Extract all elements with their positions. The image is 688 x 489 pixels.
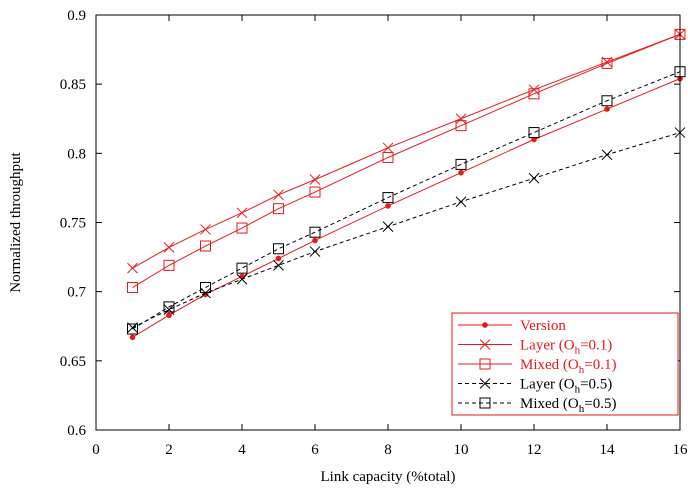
data-point <box>273 189 284 201</box>
data-point <box>309 226 321 238</box>
x-tick-label: 12 <box>527 442 542 458</box>
series-0 <box>129 75 683 341</box>
data-point <box>601 57 613 69</box>
legend-label: Version <box>520 318 566 334</box>
data-point <box>455 158 467 170</box>
data-point <box>385 203 391 209</box>
legend-label: Mixed (Oh=0.5) <box>520 396 616 415</box>
legend-marker <box>479 378 491 389</box>
data-point <box>382 142 394 154</box>
data-point <box>163 259 175 271</box>
data-point <box>528 172 540 184</box>
x-tick-label: 10 <box>454 442 469 458</box>
y-tick-label: 0.65 <box>60 354 86 370</box>
data-point <box>601 95 613 107</box>
data-point <box>528 127 540 139</box>
data-point <box>236 222 248 234</box>
data-point <box>200 224 211 235</box>
data-point <box>309 174 321 185</box>
data-point <box>604 106 610 112</box>
series-4 <box>127 66 686 335</box>
data-point <box>236 262 248 274</box>
data-point <box>528 88 540 100</box>
y-tick-label: 0.85 <box>60 77 86 93</box>
series-line <box>132 33 681 269</box>
y-tick-label: 0.9 <box>67 8 86 24</box>
data-point <box>455 196 467 208</box>
data-point <box>236 273 248 285</box>
data-point <box>601 149 613 161</box>
legend: Version Layer (Oh=0.1)Mixed (Oh=0.1)Layer… <box>451 312 679 416</box>
data-point <box>200 282 211 294</box>
x-tick-label: 16 <box>673 442 688 458</box>
y-tick-label: 0.7 <box>67 285 86 301</box>
data-point <box>309 186 321 198</box>
x-tick-label: 2 <box>165 442 173 458</box>
y-axis-title: Normalized throughput <box>8 151 24 292</box>
data-point <box>166 312 172 318</box>
data-point <box>273 203 284 215</box>
legend-label: Layer (Oh=0.5) <box>520 377 612 396</box>
data-point <box>273 260 284 271</box>
data-point <box>531 136 537 143</box>
x-tick-label: 6 <box>311 442 319 458</box>
data-point <box>200 240 211 252</box>
data-point <box>127 282 138 294</box>
data-point <box>309 246 321 257</box>
series-line <box>132 78 681 338</box>
plot-area-frame <box>95 14 681 431</box>
data-point <box>163 301 175 313</box>
tick-labels: 0 2 4 6 8 10 12 14 16 0.6 0.65 0.7 0.75 0.8 0.85 0.9 <box>60 8 688 458</box>
data-point <box>275 255 282 262</box>
data-point <box>127 323 138 335</box>
x-tick-label: 4 <box>238 442 246 458</box>
data-point <box>129 334 136 341</box>
data-point <box>382 192 394 204</box>
series-3 <box>127 127 686 333</box>
data-point <box>455 113 467 125</box>
series-line <box>132 71 681 330</box>
data-point <box>528 84 540 96</box>
legend-marker <box>479 358 491 370</box>
data-point <box>458 169 464 176</box>
legend-marker <box>479 339 491 350</box>
series-2 <box>127 28 686 294</box>
legend-label: Mixed (Oh=0.1) <box>520 357 616 376</box>
data-point <box>273 243 284 255</box>
series-lines <box>127 28 686 341</box>
data-point <box>382 151 394 163</box>
x-tick-label: 0 <box>92 442 100 458</box>
data-point <box>236 207 248 219</box>
y-tick-label: 0.75 <box>60 216 86 232</box>
legend-marker <box>482 322 488 328</box>
legend-marker <box>479 397 491 409</box>
data-point <box>312 237 318 244</box>
legend-label: Layer (Oh=0.1) <box>520 338 612 357</box>
x-tick-label: 14 <box>600 442 616 458</box>
data-point <box>382 221 394 233</box>
data-point <box>127 262 138 274</box>
y-tick-label: 0.8 <box>67 146 86 162</box>
x-tick-label: 8 <box>384 442 392 458</box>
x-axis-title: Link capacity (%total) <box>321 469 456 485</box>
data-point <box>163 242 175 253</box>
y-tick-label: 0.6 <box>67 423 86 439</box>
series-line <box>132 132 681 329</box>
series-line <box>132 33 681 288</box>
data-point <box>202 291 209 298</box>
data-point <box>163 304 175 316</box>
data-point <box>455 120 467 132</box>
